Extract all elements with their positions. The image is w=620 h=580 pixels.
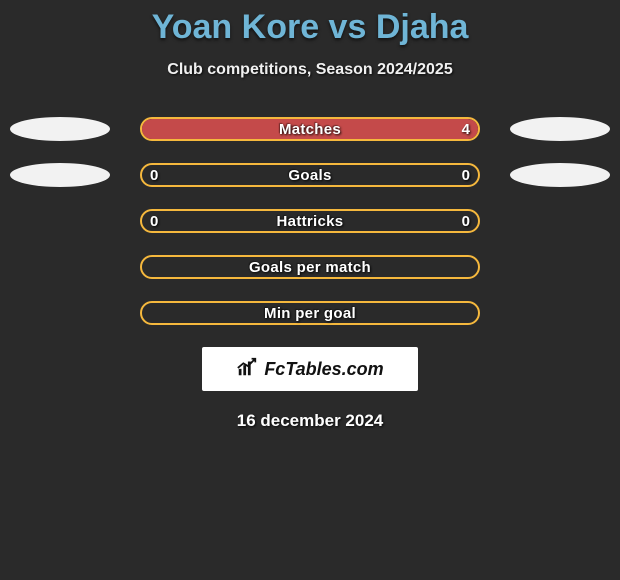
- bar-area: Goals0 0: [140, 163, 480, 187]
- stat-rows-container: Matches4Goals00Hattricks00Goals per matc…: [0, 117, 620, 325]
- stat-label: Goals per match: [140, 255, 480, 279]
- infographic-root: Yoan Kore vs Djaha Club competitions, Se…: [0, 0, 620, 431]
- stat-row: Goals per match: [0, 255, 620, 279]
- subtitle: Club competitions, Season 2024/2025: [0, 61, 620, 79]
- badge-text: FcTables.com: [264, 359, 383, 380]
- stat-row: Hattricks0 0: [0, 209, 620, 233]
- bar-area: Matches4: [140, 117, 480, 141]
- stat-label: Hattricks: [140, 209, 480, 233]
- stat-value-left: 0: [150, 163, 158, 187]
- source-badge: FcTables.com: [202, 347, 418, 391]
- stat-row: Goals0 0: [0, 163, 620, 187]
- stat-value-right: 0: [462, 163, 470, 187]
- chart-icon: [236, 356, 258, 383]
- stat-label: Min per goal: [140, 301, 480, 325]
- player-left-ellipse: [10, 163, 110, 187]
- stat-row: Min per goal: [0, 301, 620, 325]
- date-label: 16 december 2024: [0, 411, 620, 431]
- stat-value-left: 0: [150, 209, 158, 233]
- stat-label: Goals: [140, 163, 480, 187]
- stat-value-right: 4: [462, 117, 470, 141]
- player-right-ellipse: [510, 163, 610, 187]
- bar-area: Min per goal: [140, 301, 480, 325]
- stat-label: Matches: [140, 117, 480, 141]
- player-right-ellipse: [510, 117, 610, 141]
- page-title: Yoan Kore vs Djaha: [0, 8, 620, 47]
- stat-row: Matches4: [0, 117, 620, 141]
- bar-area: Goals per match: [140, 255, 480, 279]
- player-left-ellipse: [10, 117, 110, 141]
- bar-area: Hattricks0 0: [140, 209, 480, 233]
- stat-value-right: 0: [462, 209, 470, 233]
